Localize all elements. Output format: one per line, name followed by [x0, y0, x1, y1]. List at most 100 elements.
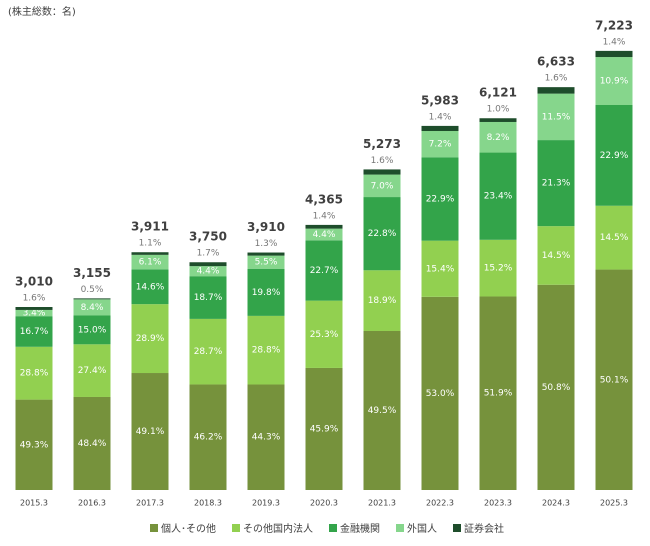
segment-label: 28.9% — [136, 334, 165, 344]
bar-segment — [421, 131, 459, 158]
bar-segment — [131, 252, 169, 255]
bar-segment — [189, 262, 227, 267]
segment-label: 8.4% — [81, 303, 104, 313]
bar-segment — [73, 396, 111, 490]
bar-segment — [421, 157, 459, 241]
segment-label: 49.1% — [136, 427, 165, 437]
bar-segment — [247, 384, 285, 490]
segment-label: 22.7% — [310, 266, 339, 276]
segment-label: 50.1% — [600, 375, 629, 385]
total-label: 4,365 — [305, 192, 343, 206]
bar-segment — [363, 330, 401, 490]
segment-label: 21.3% — [542, 179, 571, 189]
bar-segment — [595, 57, 633, 105]
total-label: 6,121 — [479, 86, 517, 100]
x-tick-label: 2023.3 — [484, 499, 512, 508]
segment-label: 22.8% — [368, 229, 397, 239]
chart-title: (株主総数：名) — [8, 5, 76, 18]
segment-label: 1.6% — [545, 74, 568, 84]
x-tick-label: 2021.3 — [368, 499, 396, 508]
segment-label: 1.4% — [603, 37, 626, 47]
legend-swatch — [150, 524, 158, 532]
x-tick-label: 2022.3 — [426, 499, 454, 508]
segment-label: 22.9% — [426, 194, 455, 204]
segment-label: 1.7% — [197, 249, 220, 259]
x-tick-label: 2018.3 — [194, 499, 222, 508]
bar-segment — [131, 373, 169, 490]
segment-label: 53.0% — [426, 389, 455, 399]
bar-segment — [479, 121, 517, 153]
bar-segment — [595, 50, 633, 58]
bar-segment — [537, 284, 575, 490]
x-tick-label: 2017.3 — [136, 499, 164, 508]
segment-label: 18.7% — [194, 293, 223, 303]
segment-label: 15.4% — [426, 264, 455, 274]
bar-segment — [73, 344, 111, 397]
bar-segment — [363, 174, 401, 198]
legend-label: 外国人 — [407, 523, 437, 535]
bar-segment — [537, 93, 575, 141]
total-label: 5,983 — [421, 93, 459, 107]
bar-segment — [73, 299, 111, 316]
segment-label: 45.9% — [310, 424, 339, 434]
segment-label: 19.8% — [252, 288, 281, 298]
bar-segment — [305, 224, 343, 229]
segment-label: 4.4% — [197, 267, 220, 277]
bar-segment — [247, 268, 285, 316]
bar-segment — [305, 228, 343, 241]
x-tick-label: 2024.3 — [542, 499, 570, 508]
bar-segment — [305, 367, 343, 490]
segment-label: 10.9% — [600, 77, 629, 87]
bar-segment — [537, 87, 575, 94]
bar-segment — [305, 300, 343, 368]
segment-label: 14.5% — [600, 233, 629, 243]
legend-label: 個人･その他 — [161, 522, 216, 535]
segment-label: 1.0% — [487, 105, 510, 115]
bar-segment — [189, 318, 227, 385]
segment-label: 44.3% — [252, 433, 281, 443]
bar-segment — [73, 298, 111, 300]
segment-label: 16.7% — [20, 327, 49, 337]
bar-segment — [595, 105, 633, 206]
segment-label: 3.4% — [23, 309, 46, 319]
bar-segment — [537, 140, 575, 227]
segment-label: 1.6% — [371, 156, 394, 166]
bar-segment — [363, 169, 401, 175]
bar-segment — [479, 239, 517, 297]
bar-segment — [305, 240, 343, 301]
segment-label: 1.1% — [139, 239, 162, 249]
segment-label: 49.3% — [20, 440, 49, 450]
segment-label: 5.5% — [255, 258, 278, 268]
total-label: 3,010 — [15, 275, 53, 289]
bar-segment — [15, 316, 53, 347]
bar-segment — [73, 315, 111, 345]
legend-swatch — [329, 524, 337, 532]
total-label: 7,223 — [595, 18, 633, 32]
bar-segment — [421, 125, 459, 132]
x-tick-label: 2016.3 — [78, 499, 106, 508]
bar-segment — [131, 269, 169, 305]
segment-label: 48.4% — [78, 439, 107, 449]
bar-segment — [189, 384, 227, 490]
segment-label: 1.3% — [255, 239, 278, 249]
bar-segment — [479, 296, 517, 490]
segment-label: 7.2% — [429, 140, 452, 150]
segment-label: 23.4% — [484, 192, 513, 202]
segment-label: 18.9% — [368, 296, 397, 306]
legend-label: その他国内法人 — [243, 522, 313, 535]
bar-segment — [479, 118, 517, 122]
segment-label: 7.0% — [371, 181, 394, 191]
bar-segment — [131, 304, 169, 374]
segment-label: 28.7% — [194, 347, 223, 357]
segment-label: 14.5% — [542, 251, 571, 261]
segment-label: 51.9% — [484, 389, 513, 399]
bar-segment — [537, 226, 575, 285]
segment-label: 50.8% — [542, 383, 571, 393]
segment-label: 8.2% — [487, 133, 510, 143]
bar-segment — [15, 346, 53, 400]
total-label: 5,273 — [363, 137, 401, 151]
segment-label: 25.3% — [310, 330, 339, 340]
segment-label: 49.5% — [368, 406, 397, 416]
bar-segment — [247, 255, 285, 269]
